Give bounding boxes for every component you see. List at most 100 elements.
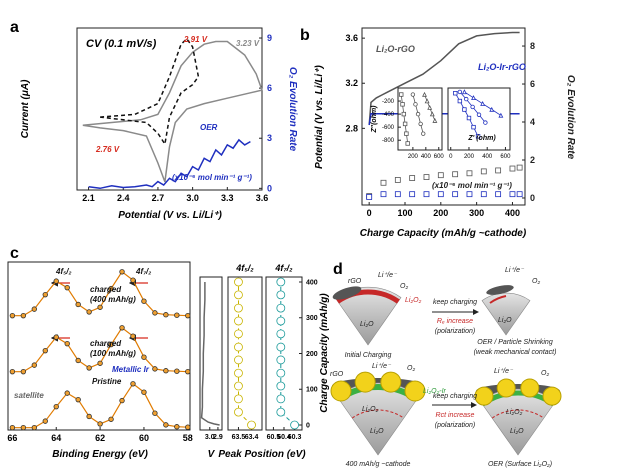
x-tick-label: 58 — [183, 433, 193, 443]
marker — [415, 111, 421, 117]
x-tick-label: 60 — [139, 433, 149, 443]
marker — [64, 284, 70, 291]
chart-title: 4f₅/₂ — [235, 263, 254, 273]
marker — [405, 141, 410, 146]
diagram-label: keep charging — [433, 299, 477, 306]
y-axis-label: Charge Capacity (mAh/g) — [319, 293, 330, 413]
marker — [409, 175, 416, 181]
x-axis-label: Peak Position (eV) — [218, 449, 306, 460]
annotation: satellite — [14, 391, 44, 400]
y-tick-label: 0 — [306, 422, 310, 429]
marker — [462, 107, 467, 112]
marker — [86, 365, 92, 371]
y2-tick-label: 3 — [267, 133, 272, 143]
diagram-label: (weak mechanical contact) — [474, 349, 557, 356]
annotation: (x10⁻⁶ mol min⁻¹ g⁻¹) — [432, 181, 512, 190]
marker — [400, 102, 405, 107]
marker — [234, 394, 243, 404]
marker — [75, 357, 81, 364]
marker — [422, 91, 427, 97]
y2-tick-label: 2 — [530, 155, 535, 165]
x-tick-label: 400 — [482, 154, 493, 160]
diagram-label: Initial Charging — [345, 352, 392, 359]
y2-axis-label: O₂ Evolution Rate — [565, 75, 576, 160]
marker — [75, 396, 81, 403]
y2-tick-label: 4 — [530, 117, 535, 127]
plot-frame — [227, 276, 263, 431]
plot-frame — [76, 27, 263, 191]
marker — [466, 170, 473, 177]
x-tick-label: 0 — [367, 208, 372, 218]
y-axis-label: Current (μA) — [20, 79, 31, 138]
x-tick-label: 0 — [449, 154, 453, 160]
marker — [466, 115, 472, 121]
marker — [64, 340, 70, 347]
marker — [86, 309, 92, 315]
y-tick-label: 200 — [306, 351, 318, 358]
marker — [234, 316, 243, 326]
y2-tick-label: 0 — [530, 193, 535, 203]
marker — [31, 362, 38, 368]
x-tick-label: 60.5 — [267, 434, 281, 441]
x-axis-label: Potential (V vs. Li/Li⁺) — [118, 210, 222, 221]
diagram-label: O₂ — [400, 283, 408, 290]
marker — [423, 191, 430, 198]
diagram-label: rGO — [330, 371, 344, 378]
x-tick-label: 2.1 — [82, 193, 95, 203]
annotation: Metallic Ir — [112, 365, 150, 374]
marker — [234, 290, 243, 300]
marker — [9, 424, 16, 431]
y-axis-label: Z''(ohm) — [371, 105, 378, 134]
marker — [42, 418, 48, 424]
annotation: Pristine — [92, 377, 122, 386]
x-tick-label: 66 — [7, 433, 17, 443]
diagram-label: O₂ — [541, 370, 549, 377]
marker — [453, 91, 458, 96]
marker — [457, 98, 463, 104]
y2-tick-label: 9 — [267, 33, 272, 43]
marker — [495, 167, 502, 174]
marker — [452, 171, 459, 178]
marker — [97, 304, 103, 310]
diagram-label: Li₂O₂ — [405, 297, 422, 304]
marker — [247, 420, 256, 430]
annotation: charged — [90, 339, 122, 348]
marker — [185, 368, 191, 375]
diagram-label: Li₂O — [370, 428, 384, 435]
annotation: 3.23 V — [236, 39, 260, 48]
series-line — [368, 31, 520, 126]
diagram-label: Li⁺/e⁻ — [372, 363, 392, 370]
x-axis-label: Charge Capacity (mAh/g ~cathode) — [360, 228, 527, 239]
marker — [424, 98, 430, 104]
marker — [471, 124, 476, 130]
marker — [516, 191, 523, 198]
marker — [97, 421, 103, 427]
diagram-label: Li⁺/e⁻ — [505, 267, 525, 274]
marker — [276, 407, 286, 417]
marker — [276, 277, 286, 287]
x-tick-label: 200 — [408, 154, 419, 160]
marker — [276, 394, 286, 404]
marker — [234, 303, 243, 313]
x-tick-label: 100 — [397, 208, 412, 218]
y2-tick-label: 6 — [267, 83, 272, 93]
plot-frame — [361, 27, 526, 206]
marker — [130, 333, 136, 339]
x-tick-label: 3.0 — [205, 434, 215, 441]
annotation: (x10⁻⁶ mol min⁻¹ g⁻¹) — [172, 173, 252, 182]
chart-title: 4f₇/₂ — [274, 263, 293, 273]
marker — [9, 312, 16, 319]
marker — [432, 117, 438, 123]
marker — [471, 95, 476, 100]
y-tick-label: 100 — [306, 387, 318, 394]
marker — [470, 104, 475, 110]
diagram-label: OER (Surface Li₂O₂) — [488, 461, 552, 468]
marker — [185, 424, 191, 430]
marker — [498, 112, 504, 118]
marker — [475, 134, 481, 139]
annotation: 2.91 V — [183, 35, 208, 44]
marker — [276, 303, 286, 313]
x-tick-label: 3.3 — [221, 193, 234, 203]
marker — [174, 368, 180, 374]
y-tick-label: 400 — [306, 279, 318, 286]
